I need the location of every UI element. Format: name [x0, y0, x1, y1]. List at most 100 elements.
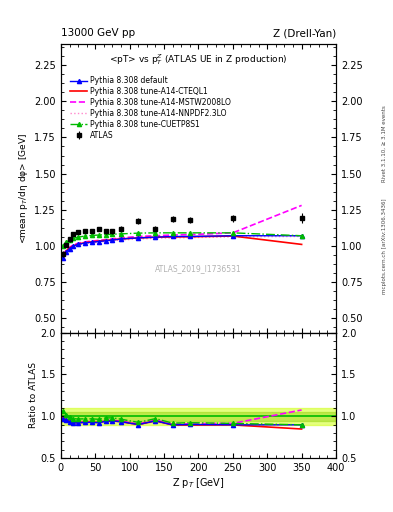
Pythia 8.308 tune-A14-NNPDF2.3LO	[230, 234, 235, 240]
Pythia 8.308 tune-CUETP8S1	[96, 232, 101, 238]
Pythia 8.308 default	[90, 239, 94, 245]
Pythia 8.308 tune-A14-CTEQL1	[64, 248, 68, 254]
Pythia 8.308 tune-A14-NNPDF2.3LO	[119, 237, 123, 243]
Pythia 8.308 tune-A14-CTEQL1	[96, 238, 101, 244]
Pythia 8.308 tune-A14-CTEQL1	[103, 237, 108, 243]
Text: mcplots.cern.ch [arXiv:1306.3436]: mcplots.cern.ch [arXiv:1306.3436]	[382, 198, 387, 293]
Pythia 8.308 tune-A14-MSTW2008LO	[64, 247, 68, 253]
Pythia 8.308 default	[64, 249, 68, 255]
Pythia 8.308 tune-CUETP8S1	[299, 232, 304, 239]
Pythia 8.308 tune-CUETP8S1	[60, 243, 65, 249]
Line: Pythia 8.308 tune-A14-CTEQL1: Pythia 8.308 tune-A14-CTEQL1	[62, 236, 302, 257]
Pythia 8.308 tune-CUETP8S1	[110, 231, 115, 238]
Pythia 8.308 default	[119, 236, 123, 242]
Pythia 8.308 tune-A14-CTEQL1	[83, 240, 87, 246]
Pythia 8.308 tune-A14-MSTW2008LO	[136, 233, 141, 240]
Bar	[61, 408, 336, 425]
Pythia 8.308 tune-CUETP8S1	[76, 234, 81, 240]
Pythia 8.308 tune-A14-CTEQL1	[187, 233, 192, 240]
Pythia 8.308 tune-A14-CTEQL1	[76, 241, 81, 247]
Y-axis label: Ratio to ATLAS: Ratio to ATLAS	[29, 362, 38, 429]
Text: Rivet 3.1.10, ≥ 3.1M events: Rivet 3.1.10, ≥ 3.1M events	[382, 105, 387, 182]
Pythia 8.308 tune-CUETP8S1	[136, 230, 141, 236]
Pythia 8.308 tune-A14-MSTW2008LO	[187, 231, 192, 238]
X-axis label: Z p$_T$ [GeV]: Z p$_T$ [GeV]	[172, 476, 225, 490]
Y-axis label: <mean p$_T$/dη dφ> [GeV]: <mean p$_T$/dη dφ> [GeV]	[17, 133, 30, 244]
Pythia 8.308 tune-A14-MSTW2008LO	[170, 232, 175, 238]
Pythia 8.308 tune-A14-CTEQL1	[67, 245, 72, 251]
Pythia 8.308 default	[71, 243, 75, 249]
Pythia 8.308 tune-A14-MSTW2008LO	[230, 230, 235, 236]
Pythia 8.308 tune-A14-MSTW2008LO	[76, 240, 81, 246]
Pythia 8.308 tune-CUETP8S1	[90, 232, 94, 239]
Pythia 8.308 tune-A14-CTEQL1	[60, 253, 65, 260]
Pythia 8.308 tune-A14-MSTW2008LO	[153, 232, 158, 239]
Pythia 8.308 tune-A14-NNPDF2.3LO	[90, 240, 94, 246]
Pythia 8.308 tune-A14-NNPDF2.3LO	[60, 253, 65, 260]
Pythia 8.308 tune-A14-MSTW2008LO	[90, 238, 94, 244]
Pythia 8.308 tune-CUETP8S1	[119, 231, 123, 237]
Pythia 8.308 default	[96, 239, 101, 245]
Pythia 8.308 tune-A14-NNPDF2.3LO	[153, 236, 158, 242]
Pythia 8.308 default	[67, 246, 72, 252]
Text: <pT> vs p$^Z_T$ (ATLAS UE in Z production): <pT> vs p$^Z_T$ (ATLAS UE in Z productio…	[109, 52, 288, 67]
Pythia 8.308 tune-CUETP8S1	[71, 236, 75, 242]
Pythia 8.308 tune-A14-MSTW2008LO	[110, 236, 115, 242]
Pythia 8.308 tune-CUETP8S1	[64, 239, 68, 245]
Bar	[61, 412, 336, 420]
Line: Pythia 8.308 tune-A14-MSTW2008LO: Pythia 8.308 tune-A14-MSTW2008LO	[62, 205, 302, 256]
Pythia 8.308 default	[299, 232, 304, 239]
Pythia 8.308 tune-A14-NNPDF2.3LO	[136, 236, 141, 242]
Pythia 8.308 tune-A14-NNPDF2.3LO	[67, 246, 72, 252]
Pythia 8.308 tune-A14-MSTW2008LO	[71, 242, 75, 248]
Pythia 8.308 tune-A14-MSTW2008LO	[83, 239, 87, 245]
Text: ATLAS_2019_I1736531: ATLAS_2019_I1736531	[155, 265, 242, 273]
Pythia 8.308 tune-A14-NNPDF2.3LO	[64, 248, 68, 254]
Pythia 8.308 tune-A14-NNPDF2.3LO	[76, 242, 81, 248]
Pythia 8.308 default	[83, 240, 87, 246]
Text: Z (Drell-Yan): Z (Drell-Yan)	[273, 28, 336, 38]
Pythia 8.308 default	[110, 237, 115, 243]
Pythia 8.308 default	[230, 232, 235, 239]
Pythia 8.308 tune-CUETP8S1	[187, 230, 192, 236]
Pythia 8.308 tune-CUETP8S1	[67, 237, 72, 243]
Pythia 8.308 tune-A14-MSTW2008LO	[299, 202, 304, 208]
Pythia 8.308 tune-A14-NNPDF2.3LO	[103, 239, 108, 245]
Pythia 8.308 tune-A14-NNPDF2.3LO	[299, 233, 304, 240]
Pythia 8.308 tune-CUETP8S1	[170, 230, 175, 236]
Pythia 8.308 default	[170, 233, 175, 240]
Pythia 8.308 tune-A14-CTEQL1	[230, 233, 235, 239]
Pythia 8.308 tune-A14-MSTW2008LO	[60, 253, 65, 259]
Pythia 8.308 tune-A14-CTEQL1	[110, 237, 115, 243]
Line: Pythia 8.308 tune-CUETP8S1: Pythia 8.308 tune-CUETP8S1	[61, 231, 304, 248]
Pythia 8.308 default	[76, 241, 81, 247]
Text: 13000 GeV pp: 13000 GeV pp	[61, 28, 135, 38]
Pythia 8.308 tune-A14-NNPDF2.3LO	[96, 239, 101, 245]
Pythia 8.308 tune-A14-CTEQL1	[299, 241, 304, 247]
Pythia 8.308 tune-A14-MSTW2008LO	[96, 237, 101, 243]
Pythia 8.308 tune-A14-NNPDF2.3LO	[170, 235, 175, 241]
Pythia 8.308 default	[60, 255, 65, 261]
Pythia 8.308 tune-A14-CTEQL1	[71, 243, 75, 249]
Pythia 8.308 tune-A14-CTEQL1	[119, 236, 123, 242]
Pythia 8.308 tune-A14-CTEQL1	[90, 239, 94, 245]
Pythia 8.308 tune-A14-NNPDF2.3LO	[110, 238, 115, 244]
Pythia 8.308 default	[187, 233, 192, 240]
Pythia 8.308 default	[103, 238, 108, 244]
Legend: Pythia 8.308 default, Pythia 8.308 tune-A14-CTEQL1, Pythia 8.308 tune-A14-MSTW20: Pythia 8.308 default, Pythia 8.308 tune-…	[70, 76, 231, 140]
Pythia 8.308 tune-A14-CTEQL1	[153, 234, 158, 240]
Pythia 8.308 tune-CUETP8S1	[103, 231, 108, 238]
Pythia 8.308 tune-A14-CTEQL1	[136, 235, 141, 241]
Pythia 8.308 tune-A14-NNPDF2.3LO	[187, 234, 192, 241]
Pythia 8.308 tune-CUETP8S1	[230, 230, 235, 236]
Pythia 8.308 tune-CUETP8S1	[83, 233, 87, 239]
Pythia 8.308 tune-A14-MSTW2008LO	[103, 237, 108, 243]
Pythia 8.308 tune-A14-MSTW2008LO	[119, 235, 123, 241]
Pythia 8.308 default	[136, 235, 141, 241]
Line: Pythia 8.308 tune-A14-NNPDF2.3LO: Pythia 8.308 tune-A14-NNPDF2.3LO	[62, 237, 302, 257]
Pythia 8.308 tune-A14-MSTW2008LO	[67, 244, 72, 250]
Line: Pythia 8.308 default: Pythia 8.308 default	[61, 233, 304, 260]
Pythia 8.308 tune-A14-NNPDF2.3LO	[71, 244, 75, 250]
Pythia 8.308 tune-A14-CTEQL1	[170, 234, 175, 240]
Pythia 8.308 tune-CUETP8S1	[153, 230, 158, 236]
